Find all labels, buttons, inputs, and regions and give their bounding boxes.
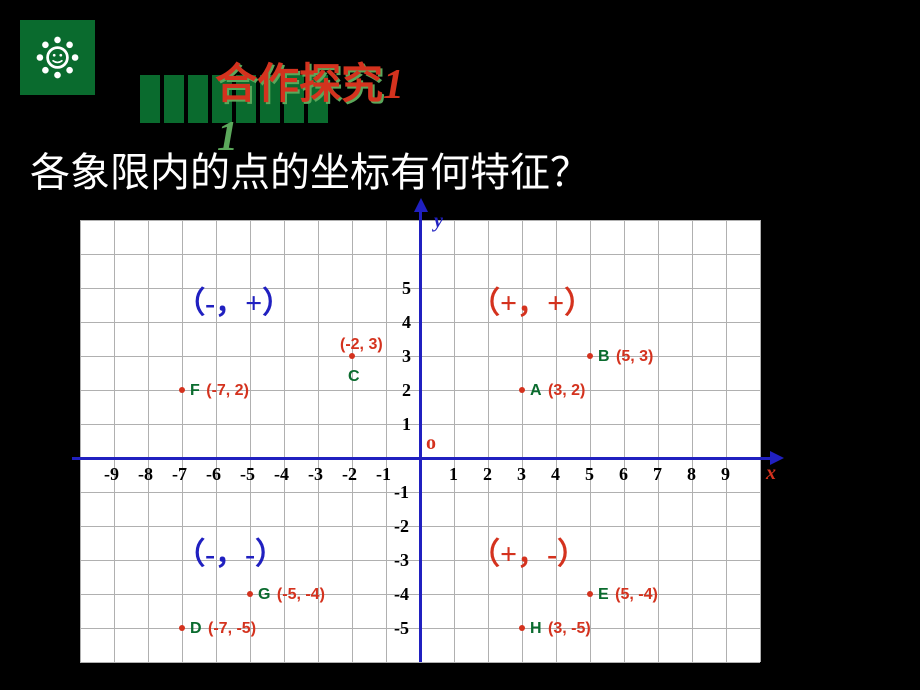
quadrant-label-q2: （-，+）	[175, 278, 292, 322]
point-label-F: F (-7, 2)	[190, 382, 249, 400]
slide-header: 合作探究1 合作探究1	[20, 20, 900, 100]
point-label-B: B (5, 3)	[598, 348, 653, 366]
x-axis-label: x	[766, 462, 776, 485]
y-axis-label: y	[434, 210, 443, 233]
point-label-H: H (3, -5)	[530, 620, 591, 638]
point-G	[247, 591, 253, 597]
point-label-D: D (-7, -5)	[190, 620, 256, 638]
quadrant-label-q1: （+，+）	[470, 278, 594, 322]
point-A	[519, 387, 525, 393]
point-label-E: E (5, -4)	[598, 586, 658, 604]
point-H	[519, 625, 525, 631]
origin-label: o	[426, 432, 436, 455]
question-text: 各象限内的点的坐标有何特征？	[30, 140, 590, 198]
quadrant-label-q4: （+，-）	[470, 529, 587, 573]
coordinate-chart: yxo123456789-9-8-7-6-5-4-3-2-112345-1-2-…	[80, 220, 760, 662]
point-D	[179, 625, 185, 631]
point-label-G: G (-5, -4)	[258, 586, 325, 604]
slide-title: 合作探究1 合作探究1	[215, 50, 404, 111]
point-F	[179, 387, 185, 393]
point-E	[587, 591, 593, 597]
quadrant-label-q3: （-，-）	[175, 529, 285, 573]
point-label-A: A (3, 2)	[530, 382, 585, 400]
point-B	[587, 353, 593, 359]
logo-icon	[20, 20, 95, 95]
